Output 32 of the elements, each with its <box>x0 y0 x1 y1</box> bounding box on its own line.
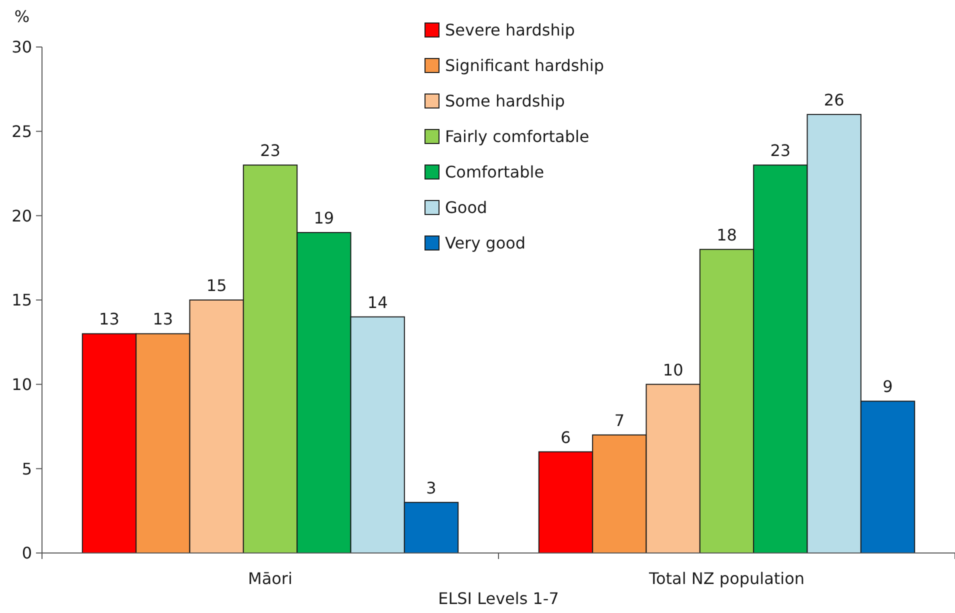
data-label: 7 <box>614 410 624 430</box>
data-label: 23 <box>260 141 280 160</box>
y-tick-label: 0 <box>22 544 32 563</box>
legend-label: Fairly comfortable <box>445 127 590 146</box>
legend-label: Significant hardship <box>445 56 604 76</box>
data-label: 10 <box>662 360 684 380</box>
data-label: 9 <box>882 377 893 396</box>
legend-label: Very good <box>445 234 526 253</box>
data-label: 13 <box>99 310 120 329</box>
data-label: 14 <box>367 292 388 312</box>
y-tick-label: 25 <box>12 122 32 141</box>
legend-label: Good <box>445 198 488 218</box>
y-tick-label: 10 <box>12 374 32 394</box>
data-label: 13 <box>152 310 174 329</box>
y-tick-label: 20 <box>12 206 32 226</box>
legend-label: Some hardship <box>445 92 565 111</box>
x-axis-title: ELSI Levels 1-7 <box>438 589 559 608</box>
data-label: 23 <box>770 141 791 160</box>
y-axis-title: % <box>14 7 30 26</box>
x-tick-label: Māori <box>248 569 292 588</box>
data-label: 15 <box>206 276 227 295</box>
x-tick-label: Total NZ population <box>648 569 805 588</box>
y-tick-label: 5 <box>22 459 32 478</box>
legend-label: Comfortable <box>445 162 544 182</box>
legend-label: Severe hardship <box>445 20 575 40</box>
data-label: 18 <box>716 225 737 244</box>
y-tick-label: 15 <box>12 290 32 310</box>
y-tick-label: 30 <box>12 38 32 57</box>
data-label: 19 <box>314 208 334 228</box>
data-label: 26 <box>824 90 844 110</box>
data-label: 6 <box>560 428 571 447</box>
data-label: 3 <box>426 478 436 498</box>
